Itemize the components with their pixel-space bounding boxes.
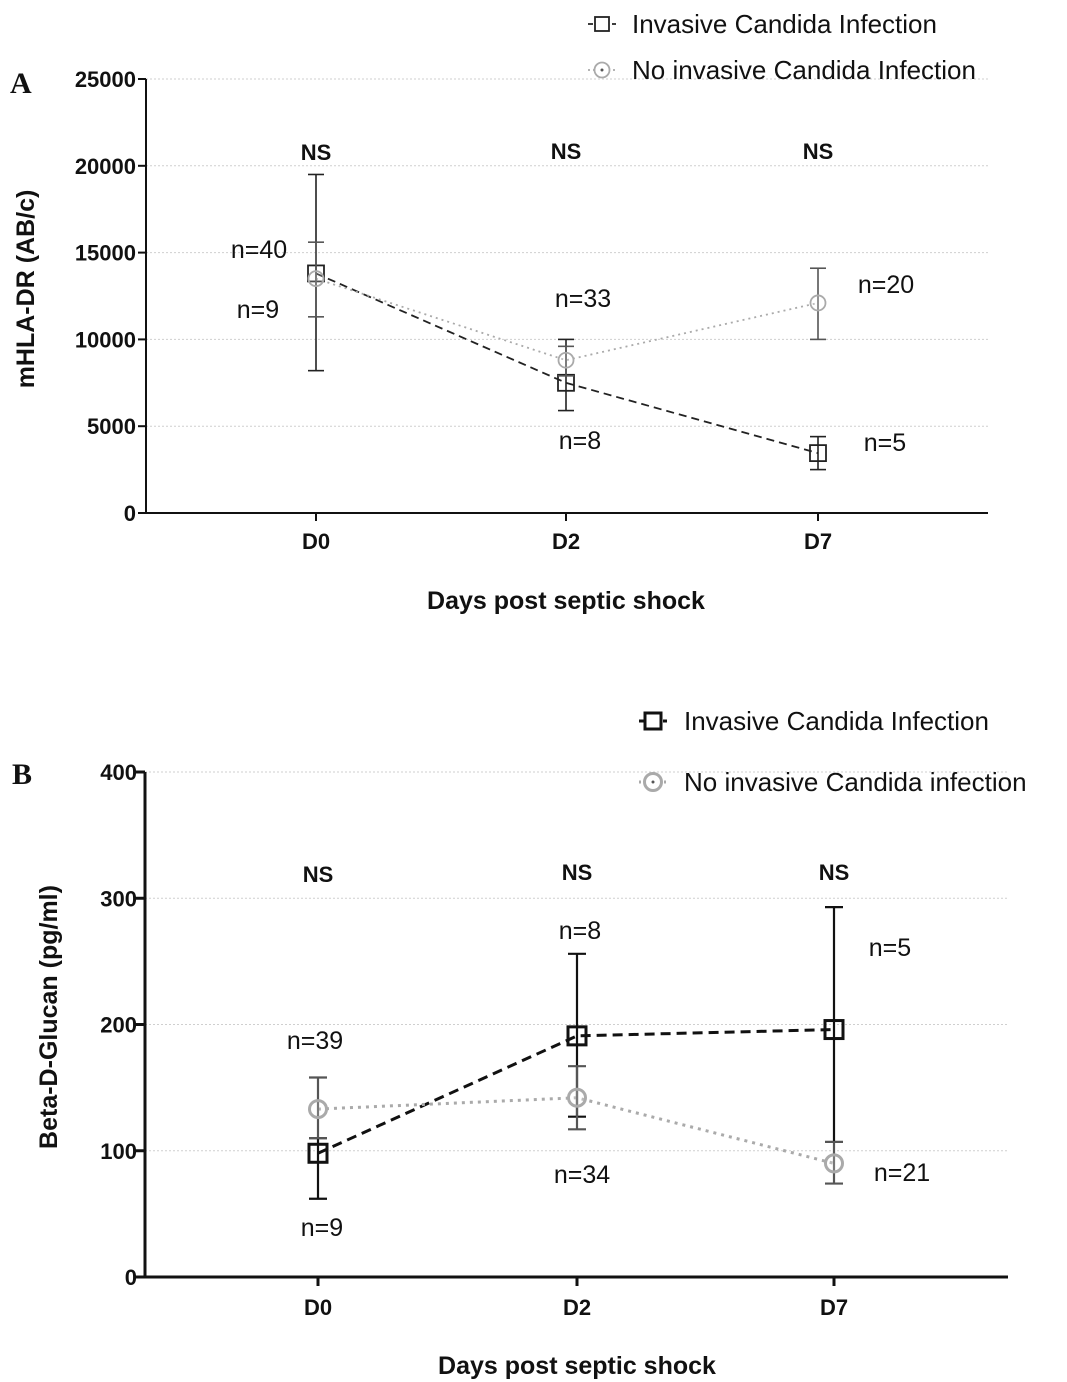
panel-b: 0 100 200 300 400 D0 D2 D7 B Beta-D-Glucan (pg/ml… (12, 706, 1027, 1380)
y-tick-label: 0 (125, 1265, 137, 1290)
x-tick-label: D0 (302, 529, 330, 554)
legend-entry: No invasive Candida infection (639, 767, 1027, 797)
data-point-square (566, 1025, 588, 1047)
sample-size-label: n=21 (874, 1159, 930, 1187)
panel-letter: B (12, 758, 32, 791)
data-point-square (307, 1142, 329, 1164)
significance-label: NS (301, 140, 332, 165)
sample-size-label: n=5 (864, 429, 906, 457)
y-tick-label: 15000 (75, 241, 136, 266)
sample-size-label: n=40 (231, 236, 287, 264)
data-point-square (823, 1019, 845, 1041)
legend-entry: No invasive Candida Infection (588, 55, 976, 85)
sample-size-label: n=9 (237, 296, 279, 324)
y-tick-label: 400 (100, 760, 137, 785)
sample-size-label: n=9 (301, 1214, 343, 1242)
sample-size-label: n=33 (555, 285, 611, 313)
legend-label: No invasive Candida infection (684, 767, 1027, 797)
x-tick-label: D2 (563, 1295, 591, 1320)
x-tick-label: D2 (552, 529, 580, 554)
data-point-circle (824, 1153, 844, 1174)
legend-label: No invasive Candida Infection (632, 55, 976, 85)
y-tick-label: 200 (100, 1013, 137, 1038)
x-axis-title: Days post septic shock (427, 587, 705, 615)
series-line (317, 1028, 835, 1155)
data-point-circle (567, 1087, 587, 1108)
sample-size-label: n=34 (554, 1161, 610, 1189)
sample-size-label: n=20 (858, 271, 914, 299)
series-invasive: n=9 n=8 n=5 (301, 905, 911, 1242)
significance-label: NS (303, 862, 334, 887)
x-tick-label: D7 (804, 529, 832, 554)
data-point-square (809, 444, 827, 463)
sample-size-label: n=5 (869, 934, 911, 962)
x-axis-title: Days post septic shock (438, 1352, 716, 1380)
data-point-circle (308, 1099, 328, 1120)
y-tick-label: 100 (100, 1139, 137, 1164)
legend-entry: Invasive Candida Infection (639, 706, 989, 736)
series-no-invasive: n=40 n=33 n=20 (231, 236, 914, 377)
series-invasive: n=9 n=8 n=5 (237, 173, 906, 471)
legend-square-marker (643, 711, 663, 731)
y-tick-label: 25000 (75, 67, 136, 92)
x-tick-label: D7 (820, 1295, 848, 1320)
x-tick-label: D0 (304, 1295, 332, 1320)
y-tick-label: 20000 (75, 154, 136, 179)
panel-letter: A (10, 67, 32, 100)
legend-label: Invasive Candida Infection (684, 706, 989, 736)
legend-square-marker (594, 16, 610, 32)
series-line (315, 272, 819, 454)
sample-size-label: n=8 (559, 427, 601, 455)
series-no-invasive: n=39 n=34 n=21 (287, 1027, 930, 1189)
y-axis-title: Beta-D-Glucan (pg/ml) (35, 885, 63, 1149)
significance-label: NS (551, 139, 582, 164)
legend-circle-dot (600, 68, 604, 72)
legend-label: Invasive Candida Infection (632, 9, 937, 39)
panel-a: 0 5000 10000 15000 20000 25000 D0 D2 D7 AmHLA-DR … (10, 9, 988, 615)
significance-label: NS (562, 860, 593, 885)
legend-circle-dot (651, 780, 655, 784)
y-axis-title: mHLA-DR (AB/c) (12, 190, 40, 389)
y-tick-label: 300 (100, 886, 137, 911)
sample-size-label: n=8 (559, 917, 601, 945)
y-tick-label: 10000 (75, 327, 136, 352)
significance-label: NS (803, 139, 834, 164)
data-point-circle (557, 351, 575, 369)
data-point-circle (809, 294, 827, 312)
data-point-circle (307, 270, 325, 288)
significance-label: NS (819, 860, 850, 885)
y-tick-label: 0 (124, 501, 136, 526)
legend-entry: Invasive Candida Infection (588, 9, 937, 39)
y-tick-label: 5000 (87, 414, 136, 439)
sample-size-label: n=39 (287, 1027, 343, 1055)
